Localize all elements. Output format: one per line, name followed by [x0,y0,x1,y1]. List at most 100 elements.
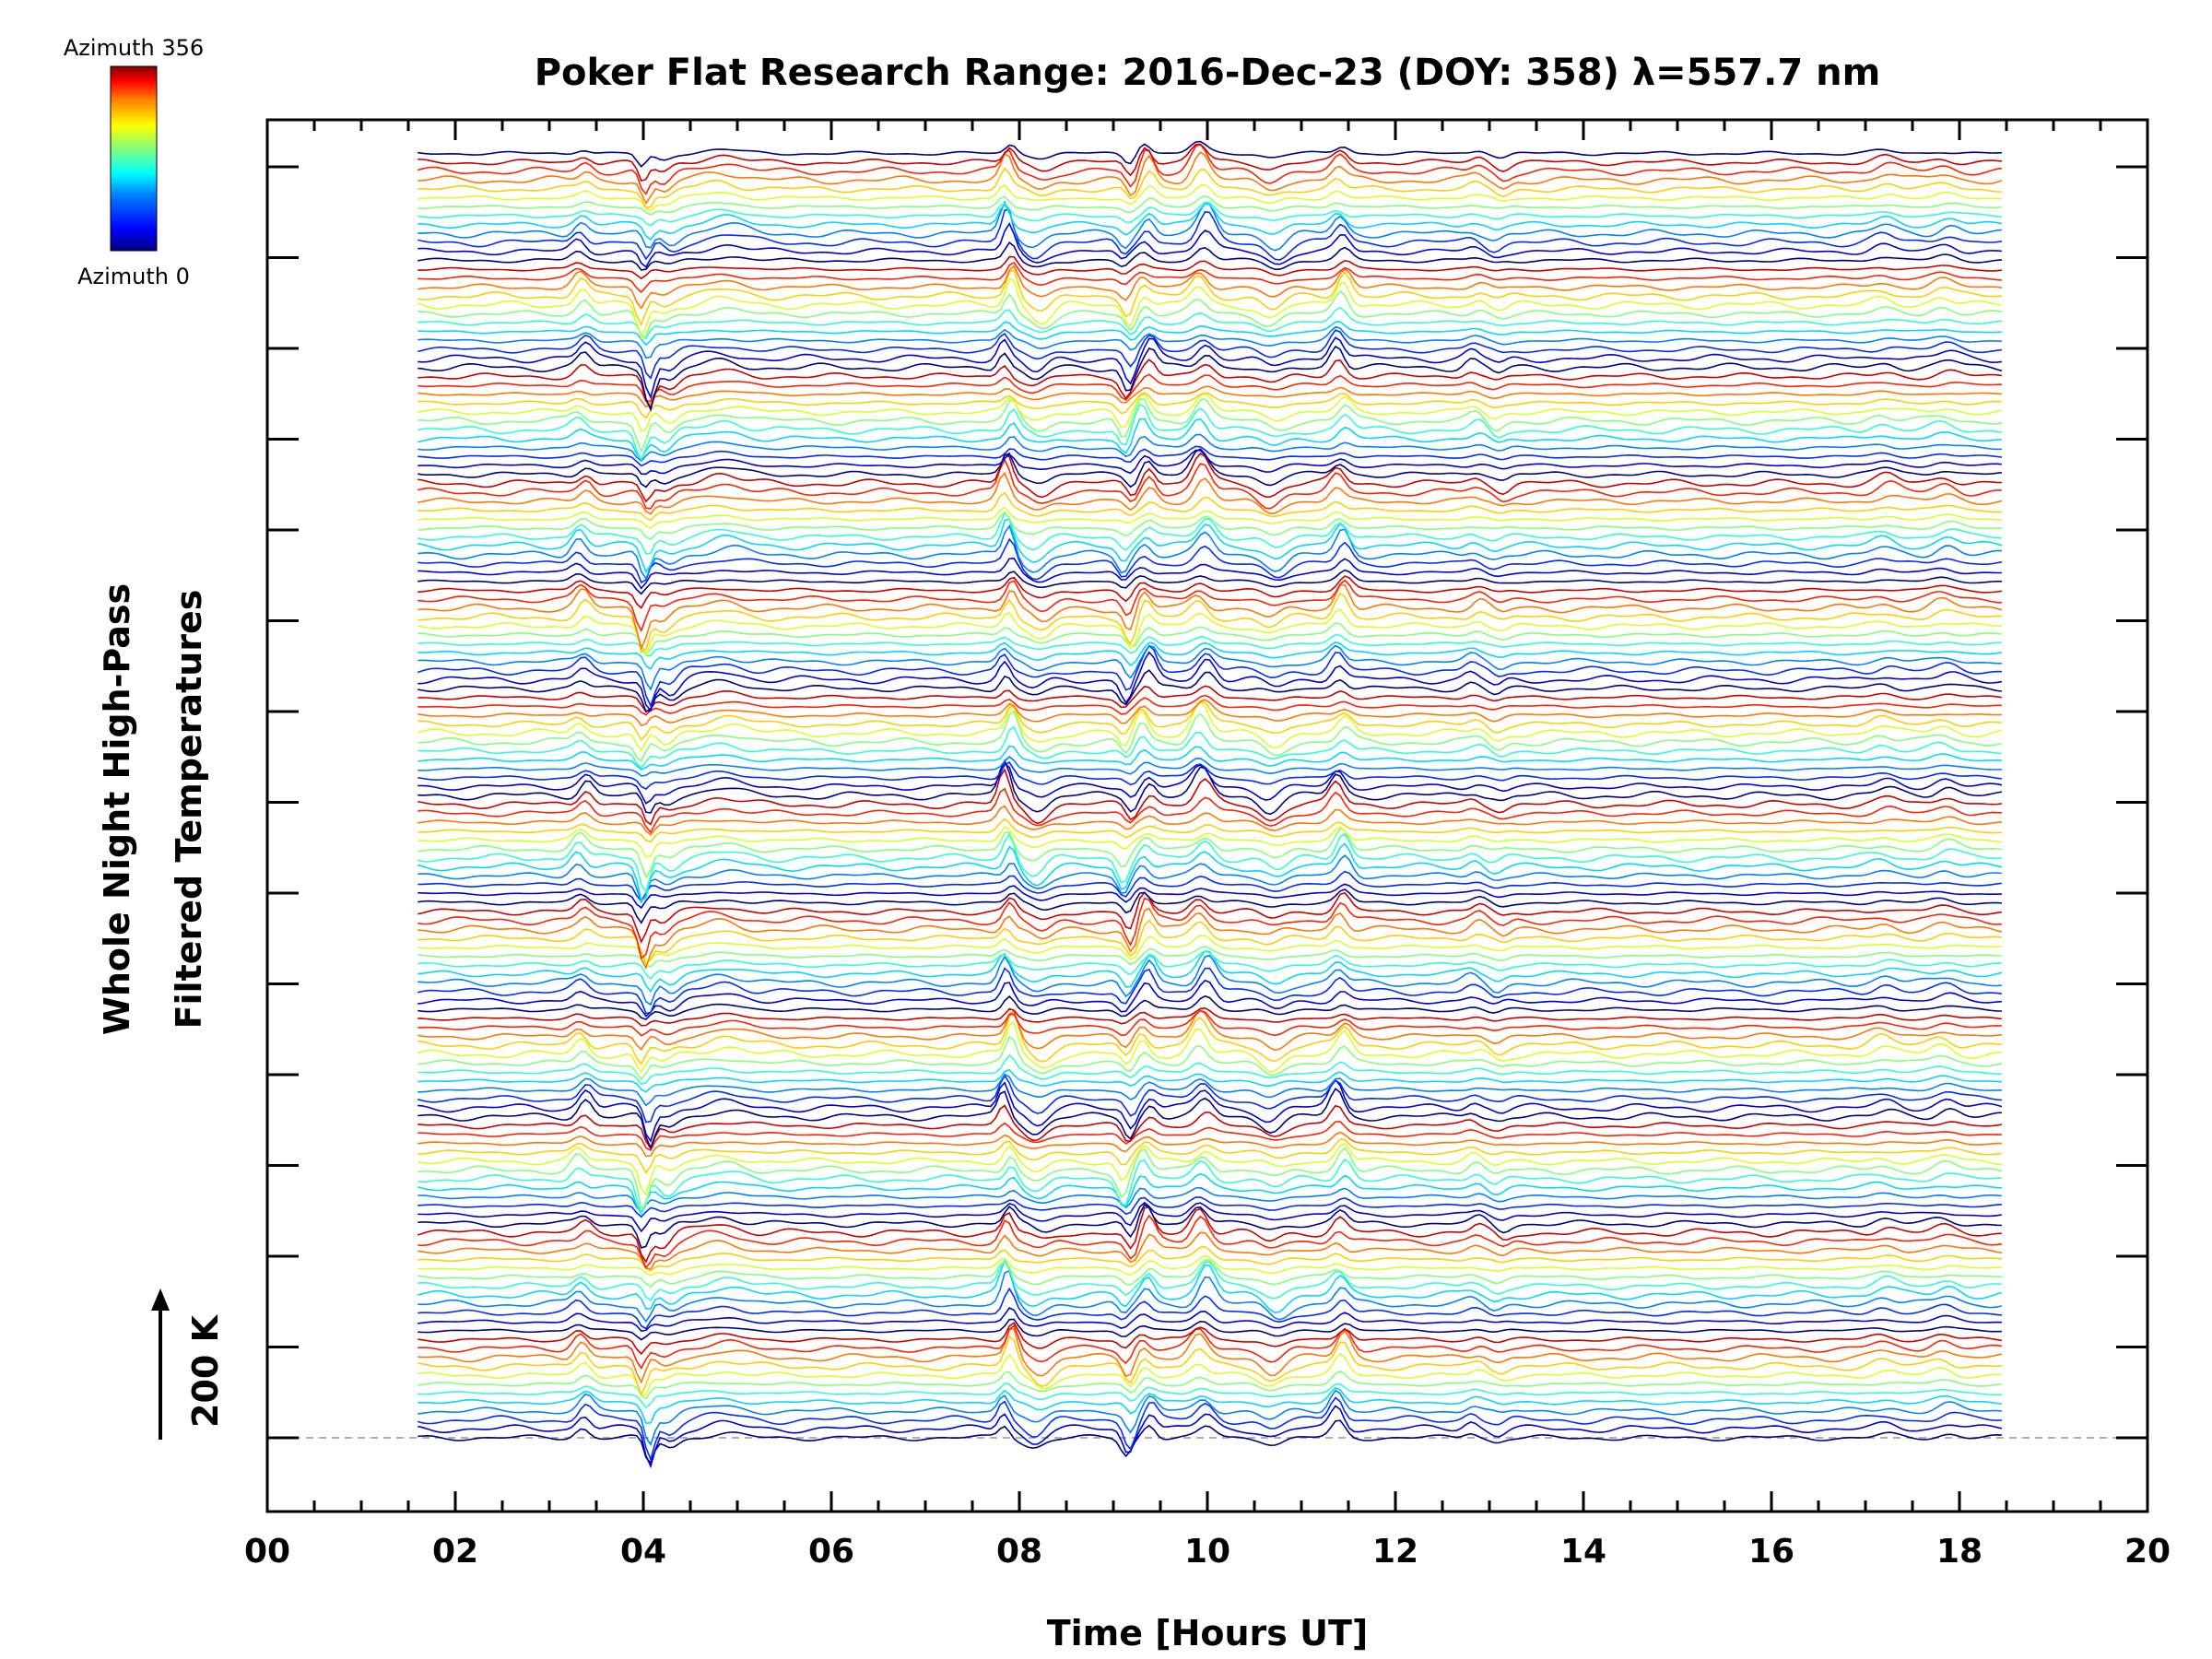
x-tick-label: 14 [1560,1533,1606,1571]
trace-line [418,1158,2002,1217]
trace-line [418,888,2002,924]
trace-line [418,1419,2002,1465]
trace-line [418,651,2003,712]
trace-line [418,700,2002,742]
trace-line [418,403,2002,462]
trace-line [418,853,2002,904]
trace-line [418,897,2002,959]
trace-line [418,1104,2003,1150]
trace-line [418,471,2003,515]
plot-axes [265,118,2149,1513]
trace-line [418,491,2002,522]
trace-line [418,511,2002,541]
trace-line [418,1259,2002,1301]
trace-line [418,1259,2002,1288]
scale-arrow [151,1288,170,1440]
scale-label: 200 K [185,1313,226,1428]
trace-line [418,1322,2003,1356]
trace-line [418,622,2002,656]
trace-line [418,143,2002,195]
trace-line [418,979,2002,1018]
trace-line [418,745,2002,771]
trace-line [418,393,2003,433]
trace-line [418,641,2003,671]
trace-line [418,1405,2003,1469]
trace-line [418,1143,2002,1196]
trace-line [418,1214,2003,1269]
x-tick-label: 06 [808,1533,854,1571]
trace-line [417,1206,2002,1264]
trace-line [418,449,2002,476]
trace-line [418,1009,2003,1052]
trace-line [418,445,2002,467]
trace-line [418,1382,2002,1409]
trace-line [418,433,2002,463]
trace-line [418,575,2003,609]
trace-line [418,373,2002,403]
trace-line [418,1389,2002,1447]
trace-line [418,756,2002,777]
trace-line [418,1231,2003,1270]
trace-line [418,143,2002,182]
trace-line [418,592,2002,653]
trace-line [418,870,2002,903]
trace-line [418,768,2002,826]
trace-line [418,761,2002,790]
trace-line [418,1009,2002,1065]
trace-line [418,1186,2002,1214]
trace-line [418,883,2002,910]
trace-line [418,418,2002,461]
trace-line [418,633,2002,657]
trace-line [418,1131,2002,1158]
trace-line [418,669,2002,712]
trace-line [418,907,2003,971]
trace-line [418,832,2002,894]
trace-line [417,277,2003,340]
trace-line [418,954,2002,1006]
trace-line [418,1053,2002,1086]
trace-line [418,1258,2003,1314]
trace-line [418,1245,2002,1272]
trace-line [418,557,2002,590]
trace-line [418,1074,2002,1124]
trace-line [417,1021,2002,1074]
trace-line [418,448,2002,488]
trace-line [418,392,2002,419]
trace-line [418,385,2002,408]
trace-line [418,1035,2003,1081]
trace-line [418,151,2003,205]
trace-line [418,946,2002,969]
trace-line [418,1121,2002,1152]
trace-line [418,1073,2002,1107]
trace-line [418,140,2002,168]
trace-line [418,359,2003,409]
trace-line [418,167,2002,209]
trace-line [418,511,2002,555]
trace-line [418,255,2002,280]
colorbar-bottom-label: Azimuth 0 [77,264,190,289]
trace-line [418,289,2003,339]
trace-line [418,1386,2003,1424]
trace-line [418,524,2002,581]
trace-line [418,537,2003,584]
trace-line [418,241,2002,271]
trace-line [418,644,2002,691]
trace-line [418,261,2002,294]
x-tick-label: 10 [1184,1533,1230,1571]
trace-line [418,935,2002,961]
trace-line [418,203,2003,241]
trace-line [418,608,2002,657]
trace-line [418,949,2003,993]
trace-line [418,336,2003,400]
trace-series-group [417,140,2003,1469]
trace-line [418,183,2002,212]
trace-line [418,1078,2003,1143]
x-tick-labels: 00 02 04 06 08 10 12 14 16 18 20 [244,1533,2171,1571]
trace-line [418,329,2002,380]
trace-line [417,1396,2002,1462]
chart-title: Poker Flat Research Range: 2016-Dec-23 (… [535,52,1881,94]
trace-line [418,950,2002,981]
trace-line [418,1269,2003,1324]
x-tick-label: 16 [1748,1533,1794,1571]
